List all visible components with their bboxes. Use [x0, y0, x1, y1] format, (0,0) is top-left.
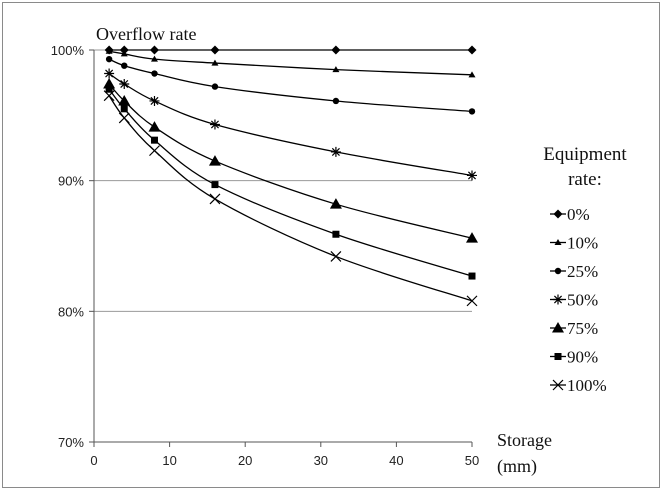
x-tick-label: 30	[314, 453, 328, 468]
data-point-marker	[149, 45, 159, 55]
series-10pct	[105, 47, 476, 78]
data-point-marker	[468, 71, 476, 78]
legend-label: 100%	[567, 376, 607, 395]
legend-marker	[553, 209, 563, 219]
y-axis-title: Overflow rate	[96, 24, 196, 44]
data-point-marker	[466, 295, 478, 307]
data-point-marker	[120, 50, 128, 57]
data-point-marker	[105, 55, 113, 63]
series-25pct	[105, 55, 476, 115]
x-axis-title-line-1: Storage	[497, 430, 552, 450]
x-tick-labels: 0 10 20 30 40 50	[90, 442, 479, 468]
x-tick-label: 0	[90, 453, 97, 468]
data-point-marker	[150, 136, 158, 144]
series-group	[103, 45, 478, 307]
data-point-marker	[468, 108, 476, 115]
y-tick-label: 100%	[51, 43, 85, 58]
series-75pct	[103, 77, 478, 243]
legend: Equipment rate: 0% 10% 25% 50% 75% 90% 100%	[543, 144, 627, 395]
x-axis-title-line-2: (mm)	[497, 456, 537, 477]
data-point-marker	[211, 181, 219, 189]
data-point-marker	[329, 198, 342, 209]
data-point-marker	[149, 145, 160, 157]
series-line	[108, 95, 473, 302]
data-point-marker	[467, 170, 477, 181]
legend-item: 10%	[550, 234, 598, 253]
legend-label: 0%	[567, 205, 590, 224]
y-tick-label: 70%	[58, 435, 84, 450]
data-point-marker	[121, 62, 128, 69]
data-point-marker	[330, 146, 341, 157]
y-tick-label: 80%	[58, 304, 84, 319]
data-point-marker	[119, 45, 129, 55]
series-line	[108, 88, 473, 277]
legend-marker	[554, 239, 562, 245]
x-tick-label: 20	[238, 453, 252, 468]
data-point-marker	[332, 230, 340, 238]
legend-marker	[554, 267, 562, 275]
legend-label: 90%	[567, 348, 598, 367]
data-point-marker	[103, 90, 115, 102]
series-0pct	[104, 45, 477, 55]
legend-marker	[553, 294, 563, 305]
data-point-marker	[151, 70, 158, 77]
legend-label: 50%	[567, 291, 598, 310]
legend-marker	[552, 379, 564, 391]
data-point-marker	[148, 121, 161, 132]
y-tick-label: 90%	[58, 174, 84, 189]
legend-items: 0% 10% 25% 50% 75% 90% 100%	[550, 205, 607, 395]
data-point-marker	[149, 95, 160, 106]
legend-marker	[552, 322, 564, 333]
gridlines	[94, 49, 472, 312]
data-point-marker	[210, 45, 220, 55]
data-point-marker	[120, 105, 128, 113]
data-point-marker	[118, 94, 131, 106]
legend-item: 90%	[550, 348, 598, 367]
data-point-marker	[332, 66, 340, 73]
data-point-marker	[468, 272, 476, 280]
y-tick-labels: 70% 80% 90% 100%	[51, 43, 94, 450]
legend-title-line-2: rate:	[568, 169, 602, 190]
data-point-marker	[209, 119, 220, 130]
data-point-marker	[104, 68, 115, 79]
data-point-marker	[330, 251, 342, 262]
data-point-marker	[119, 78, 130, 89]
legend-item: 0%	[550, 205, 590, 224]
series-90pct	[105, 85, 476, 280]
data-point-marker	[105, 47, 113, 54]
series-line	[108, 72, 473, 177]
legend-label: 10%	[567, 234, 598, 253]
data-point-marker	[331, 45, 341, 55]
data-point-marker	[211, 83, 219, 90]
legend-item: 50%	[550, 291, 598, 310]
legend-item: 75%	[550, 319, 598, 338]
x-tick-label: 50	[465, 453, 479, 468]
data-point-marker	[466, 232, 478, 243]
data-point-marker	[118, 112, 130, 124]
legend-title-line-1: Equipment	[543, 144, 627, 165]
series-50pct	[104, 68, 477, 181]
legend-label: 25%	[567, 262, 598, 281]
data-point-marker	[209, 193, 221, 205]
legend-label: 75%	[567, 319, 598, 338]
x-tick-label: 10	[162, 453, 176, 468]
data-point-marker	[105, 85, 113, 93]
legend-marker	[554, 353, 562, 360]
legend-item: 100%	[550, 376, 607, 395]
x-tick-label: 40	[389, 453, 403, 468]
series-line	[109, 50, 473, 76]
series-100pct	[103, 90, 478, 307]
data-point-marker	[467, 45, 477, 55]
data-point-marker	[211, 59, 219, 66]
data-point-marker	[150, 55, 158, 62]
data-point-marker	[332, 97, 340, 105]
legend-item: 25%	[550, 262, 598, 281]
data-point-marker	[208, 155, 221, 166]
axes	[93, 50, 472, 443]
